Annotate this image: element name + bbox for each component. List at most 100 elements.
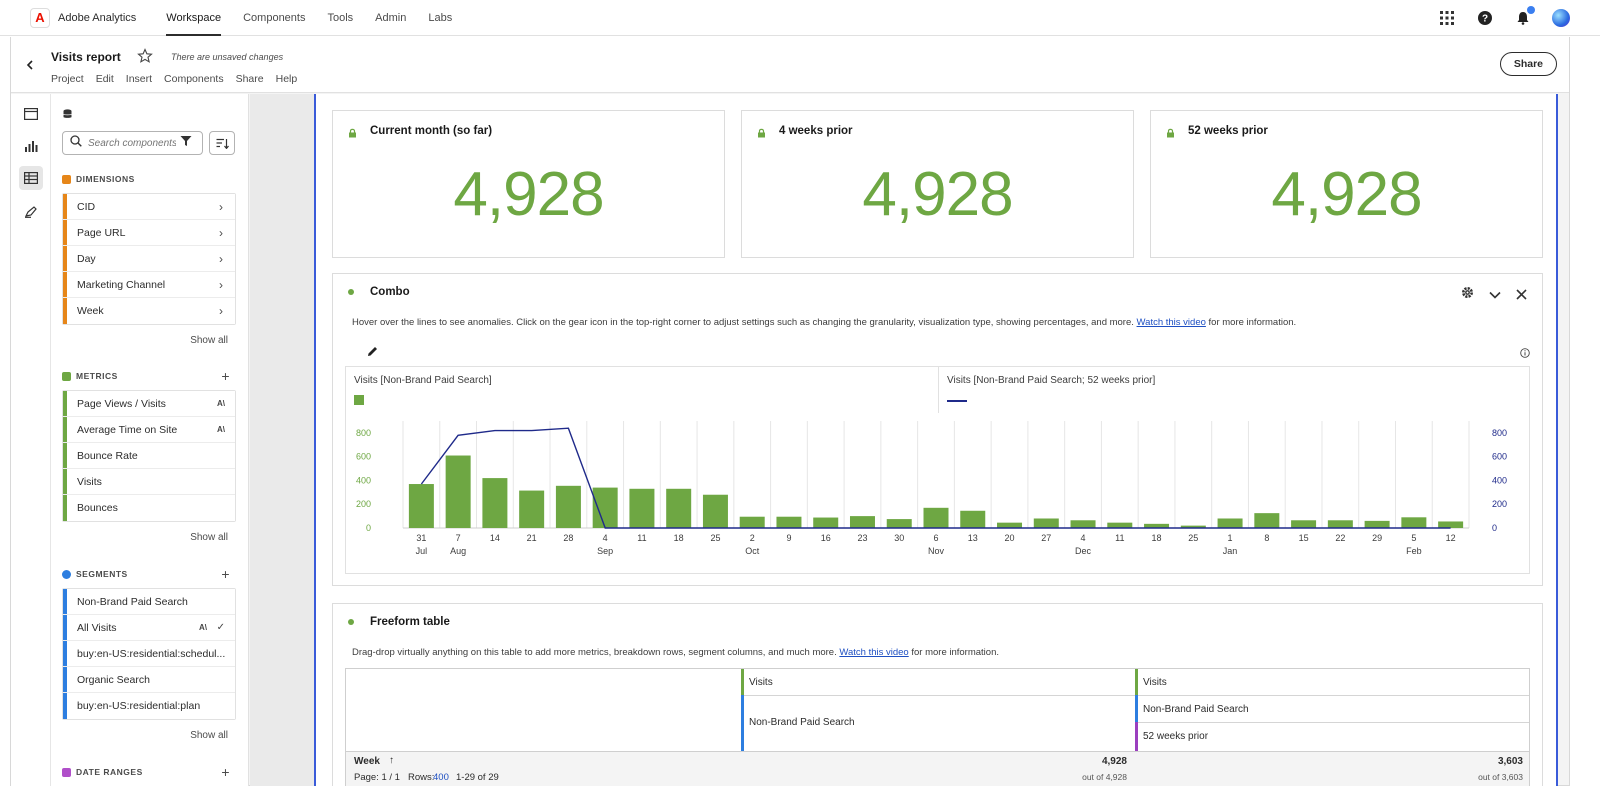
x-month-label: Dec	[1075, 546, 1092, 556]
apps-grid-icon[interactable]	[1438, 9, 1456, 27]
dimension-item[interactable]: Day ›	[63, 246, 235, 272]
back-chevron-icon[interactable]	[19, 54, 41, 76]
segment-item[interactable]: buy:en-US:residential:schedul...	[63, 641, 235, 667]
segments-list: Non-Brand Paid Search All Visits A\ ✓ buy:…	[62, 588, 236, 720]
dimension-item[interactable]: Page URL ›	[63, 220, 235, 246]
notification-bell-icon[interactable]	[1514, 6, 1535, 27]
bar	[1254, 513, 1280, 528]
menu-insert[interactable]: Insert	[125, 73, 153, 85]
add-metric-icon[interactable]: +	[221, 368, 230, 384]
metrics-section: METRICS + Page Views / Visits A\ Average …	[62, 368, 236, 543]
nav-tools[interactable]: Tools	[327, 11, 354, 24]
components-icon[interactable]	[19, 166, 43, 190]
watch-video-link[interactable]: Watch this video	[1136, 317, 1206, 328]
x-tick-label: 31	[416, 533, 426, 543]
add-date-range-icon[interactable]: +	[221, 764, 230, 780]
adobe-badge-icon: A\	[217, 399, 225, 408]
metric-label: Visits	[77, 475, 102, 488]
column-total: 4,928	[1101, 756, 1127, 767]
x-month-label: Oct	[745, 546, 760, 556]
segments-show-all[interactable]: Show all	[190, 730, 228, 741]
segment-item[interactable]: All Visits A\ ✓	[63, 615, 235, 641]
kpi-card-52-weeks-prior[interactable]: 52 weeks prior 4,928	[1150, 110, 1543, 258]
menu-help[interactable]: Help	[275, 73, 298, 85]
rows-per-page-select[interactable]: 400	[433, 772, 449, 783]
segment-item[interactable]: buy:en-US:residential:plan	[63, 693, 235, 719]
column-metric-header[interactable]: Visits	[1143, 677, 1167, 688]
nav-workspace[interactable]: Workspace	[166, 0, 221, 36]
freeform-desc-tail: for more information.	[911, 647, 1000, 658]
dimension-item[interactable]: Week ›	[63, 298, 235, 324]
share-button[interactable]: Share	[1499, 52, 1557, 76]
bar	[702, 494, 728, 528]
star-icon[interactable]	[137, 48, 153, 69]
nav-labs[interactable]: Labs	[428, 11, 453, 24]
column-date-header[interactable]: 52 weeks prior	[1143, 731, 1209, 742]
dimensions-title: DIMENSIONS	[76, 174, 135, 184]
search-box	[62, 131, 203, 155]
legend-line-swatch	[947, 400, 967, 402]
watch-video-link[interactable]: Watch this video	[839, 647, 909, 658]
dimension-item[interactable]: Marketing Channel ›	[63, 272, 235, 298]
y-tick-label-left: 600	[356, 452, 371, 462]
freeform-title[interactable]: Freeform table	[370, 616, 450, 628]
adobe-logo-icon[interactable]: A	[30, 7, 50, 28]
x-month-label: Jul	[416, 546, 428, 556]
chevron-right-icon[interactable]: ›	[219, 304, 223, 318]
pencil-icon[interactable]	[366, 345, 379, 363]
combo-title[interactable]: Combo	[370, 286, 410, 298]
column-metric-header[interactable]: Visits	[749, 677, 773, 688]
brush-icon[interactable]	[19, 200, 43, 224]
nav-admin[interactable]: Admin	[375, 11, 407, 24]
menu-components[interactable]: Components	[164, 73, 224, 85]
chevron-down-icon[interactable]	[1489, 287, 1501, 305]
metric-item[interactable]: Visits	[63, 469, 235, 495]
kpi-title: 52 weeks prior	[1188, 125, 1268, 137]
dimensions-show-all[interactable]: Show all	[190, 335, 228, 346]
avatar[interactable]	[1552, 9, 1570, 27]
segment-label: buy:en-US:residential:plan	[77, 700, 201, 712]
info-icon[interactable]	[1520, 345, 1530, 363]
filter-icon[interactable]	[180, 134, 192, 152]
chevron-right-icon[interactable]: ›	[219, 277, 223, 292]
metric-item[interactable]: Page Views / Visits A\	[63, 391, 235, 417]
row-dimension-header[interactable]: Week	[354, 756, 380, 767]
sort-up-icon[interactable]: ↑	[389, 755, 394, 766]
metric-item[interactable]: Bounce Rate	[63, 443, 235, 469]
column-segment-header[interactable]: Non-Brand Paid Search	[749, 717, 855, 728]
visualizations-icon[interactable]	[19, 134, 43, 158]
menu-project[interactable]: Project	[51, 73, 84, 85]
dimension-item[interactable]: CID ›	[63, 194, 235, 220]
search-input[interactable]	[88, 137, 176, 149]
project-title[interactable]: Visits report	[51, 50, 121, 64]
kpi-value: 4,928	[453, 160, 604, 229]
y-tick-label-left: 400	[356, 475, 371, 485]
sort-button[interactable]	[209, 131, 235, 155]
metrics-show-all[interactable]: Show all	[190, 532, 228, 543]
menu-share[interactable]: Share	[235, 73, 264, 85]
segment-item[interactable]: Organic Search	[63, 667, 235, 693]
dimensions-list: CID › Page URL › Day › Marketing Channel › W…	[62, 193, 236, 325]
chevron-right-icon[interactable]: ›	[219, 225, 223, 240]
close-icon[interactable]	[1516, 287, 1527, 305]
legend-line-series[interactable]: Visits [Non-Brand Paid Search; 52 weeks …	[938, 367, 1530, 413]
metric-item[interactable]: Average Time on Site A\	[63, 417, 235, 443]
add-segment-icon[interactable]: +	[221, 566, 230, 582]
menu-edit[interactable]: Edit	[95, 73, 114, 85]
x-tick-label: 4	[603, 533, 608, 543]
panels-icon[interactable]	[19, 102, 43, 126]
kpi-card-4-weeks-prior[interactable]: 4 weeks prior 4,928	[741, 110, 1134, 258]
chevron-right-icon[interactable]: ›	[219, 199, 223, 214]
gear-icon[interactable]	[1461, 286, 1474, 304]
kpi-card-current-month[interactable]: Current month (so far) 4,928	[332, 110, 725, 258]
nav-components[interactable]: Components	[243, 11, 306, 24]
metric-item[interactable]: Bounces	[63, 495, 235, 521]
data-source-icon[interactable]	[63, 106, 72, 124]
column-segment-header[interactable]: Non-Brand Paid Search	[1143, 704, 1249, 715]
bar	[739, 516, 765, 528]
segment-item[interactable]: Non-Brand Paid Search	[63, 589, 235, 615]
bar	[1033, 518, 1059, 528]
legend-bar-series[interactable]: Visits [Non-Brand Paid Search]	[346, 367, 938, 413]
help-icon[interactable]: ?	[1476, 9, 1494, 27]
chevron-right-icon[interactable]: ›	[219, 251, 223, 266]
